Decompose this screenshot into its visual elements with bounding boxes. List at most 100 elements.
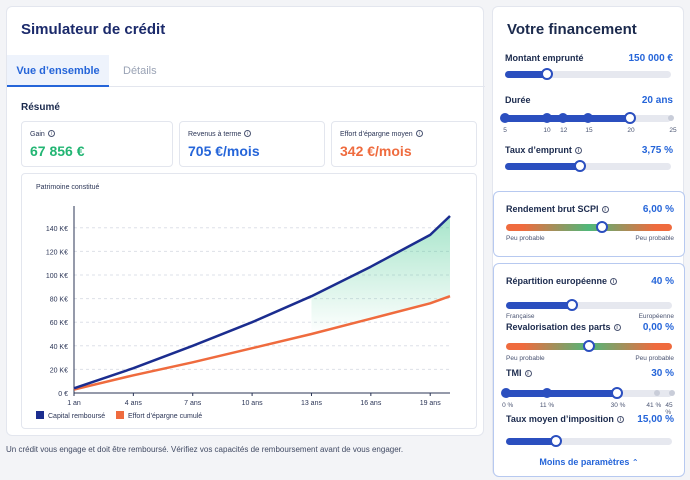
rendement-value[interactable]: 6,00 % bbox=[642, 204, 674, 215]
financement-title: Votre financement bbox=[507, 21, 637, 38]
montant-slider[interactable] bbox=[505, 68, 671, 80]
tmi-row: TMI i 30 % 0 % 11 % 30 % 41 % 45 % bbox=[501, 368, 675, 416]
taux-slider[interactable] bbox=[505, 160, 671, 172]
repartition-value[interactable]: 40 % bbox=[651, 276, 674, 287]
slider-handle[interactable] bbox=[573, 160, 586, 172]
duree-tick: 12 bbox=[560, 127, 568, 134]
montant-value[interactable]: 150 000 € bbox=[628, 53, 674, 64]
taux-row: Taux d’emprunt i 3,75 % bbox=[505, 145, 673, 175]
tmi-tick: 41 % bbox=[646, 402, 662, 409]
slider-handle[interactable] bbox=[596, 221, 609, 233]
revalorisation-label: Revalorisation des parts i bbox=[506, 322, 621, 332]
revalorisation-value[interactable]: 0,00 % bbox=[642, 322, 674, 333]
slider-handle[interactable] bbox=[566, 299, 579, 311]
revalorisation-slider[interactable] bbox=[506, 340, 672, 352]
info-icon[interactable]: i bbox=[616, 416, 624, 423]
duree-tick: 5 bbox=[503, 127, 507, 134]
kpi-value: 705 €/mois bbox=[188, 143, 260, 159]
revalorisation-row: Revalorisation des parts i 0,00 % Peu pro… bbox=[506, 322, 674, 366]
repartition-label: Répartition européenne i bbox=[506, 276, 618, 286]
rendement-box: Rendement brut SCPI i 6,00 % Peu probable… bbox=[493, 191, 685, 257]
montant-label: Montant emprunté bbox=[505, 53, 584, 63]
duree-value[interactable]: 20 ans bbox=[641, 95, 673, 106]
taux-moyen-value[interactable]: 15,00 % bbox=[637, 414, 674, 425]
x-tick-label: 1 an bbox=[67, 400, 81, 407]
page-title: Simulateur de crédit bbox=[21, 21, 166, 38]
info-icon[interactable]: i bbox=[415, 130, 423, 137]
slider-step[interactable] bbox=[668, 115, 674, 121]
slider-handle[interactable] bbox=[623, 112, 636, 124]
x-tick-label: 13 ans bbox=[301, 400, 323, 407]
x-tick-label: 4 ans bbox=[125, 400, 143, 407]
rendement-slider[interactable] bbox=[506, 221, 672, 233]
duree-slider[interactable] bbox=[500, 112, 674, 124]
rendement-max-label: Peu probable bbox=[635, 235, 674, 242]
x-tick-label: 16 ans bbox=[360, 400, 382, 407]
y-tick-label: 80 K€ bbox=[50, 297, 68, 304]
repartition-slider[interactable] bbox=[506, 299, 672, 311]
slider-step[interactable] bbox=[541, 388, 552, 398]
slider-handle[interactable] bbox=[610, 387, 623, 399]
slider-step[interactable] bbox=[583, 113, 593, 123]
tmi-slider[interactable] bbox=[501, 387, 675, 399]
slider-handle[interactable] bbox=[540, 68, 553, 80]
slider-handle[interactable] bbox=[583, 340, 595, 352]
kpi-gain: Gain i 67 856 € bbox=[21, 121, 173, 167]
info-icon[interactable]: i bbox=[610, 278, 618, 285]
duree-tick: 15 bbox=[585, 127, 593, 134]
chart-title: Patrimoine constitué bbox=[36, 184, 100, 191]
tmi-tick: 0 % bbox=[502, 402, 514, 409]
kpi-value: 67 856 € bbox=[30, 143, 85, 159]
disclaimer-text: Un crédit vous engage et doit être rembo… bbox=[6, 445, 404, 454]
duree-tick: 20 bbox=[627, 127, 635, 134]
duree-tick: 25 bbox=[669, 127, 677, 134]
slider-step[interactable] bbox=[500, 113, 510, 123]
tmi-tick: 45 % bbox=[665, 402, 673, 416]
y-tick-label: 140 K€ bbox=[46, 226, 68, 233]
duree-label: Durée bbox=[505, 95, 531, 105]
slider-handle[interactable] bbox=[549, 435, 562, 447]
tmi-value[interactable]: 30 % bbox=[651, 368, 674, 379]
repartition-max-label: Européenne bbox=[638, 313, 674, 320]
rendement-min-label: Peu probable bbox=[506, 235, 545, 242]
simulator-card: Simulateur de crédit Vue d’ensemble Déta… bbox=[6, 6, 485, 436]
montant-row: Montant emprunté 150 000 € bbox=[505, 53, 673, 83]
legend-swatch bbox=[116, 411, 124, 419]
financement-card: Votre financement Montant emprunté 150 0… bbox=[492, 6, 685, 477]
kpi-label: Effort d’épargne moyen i bbox=[340, 130, 423, 138]
taux-moyen-row: Taux moyen d’imposition i 15,00 % bbox=[506, 414, 674, 447]
x-tick-label: 19 ans bbox=[420, 400, 442, 407]
taux-moyen-label: Taux moyen d’imposition i bbox=[506, 414, 624, 424]
slider-step[interactable] bbox=[501, 388, 511, 398]
info-icon[interactable]: i bbox=[244, 130, 252, 137]
revalorisation-min-label: Peu probable bbox=[506, 355, 545, 362]
slider-step[interactable] bbox=[558, 113, 569, 123]
info-icon[interactable]: i bbox=[47, 130, 55, 137]
tab-overview[interactable]: Vue d’ensemble bbox=[7, 55, 109, 87]
y-tick-label: 100 K€ bbox=[46, 273, 68, 280]
y-tick-label: 40 K€ bbox=[50, 344, 68, 351]
slider-step[interactable] bbox=[654, 390, 661, 396]
x-tick-label: 7 ans bbox=[184, 400, 202, 407]
slider-step[interactable] bbox=[669, 390, 675, 396]
info-icon[interactable]: i bbox=[524, 370, 532, 377]
slider-step[interactable] bbox=[541, 113, 552, 123]
revalorisation-max-label: Peu probable bbox=[635, 355, 674, 362]
duree-tick: 10 bbox=[543, 127, 551, 134]
taux-moyen-slider[interactable] bbox=[506, 435, 672, 447]
taux-value[interactable]: 3,75 % bbox=[641, 145, 673, 156]
slider-fill bbox=[505, 163, 580, 170]
toggle-params-button[interactable]: Moins de paramètres ⌃ bbox=[539, 457, 639, 467]
info-icon[interactable]: i bbox=[574, 147, 582, 154]
info-icon[interactable]: i bbox=[613, 324, 621, 331]
patrimoine-chart: 0 € 20 K€ 40 K€ 60 K€ 80 K€ 100 K€ 120 K€ 140 K… bbox=[46, 206, 451, 407]
kpi-label: Gain i bbox=[30, 130, 55, 138]
tab-details[interactable]: Détails bbox=[123, 65, 157, 77]
taux-label: Taux d’emprunt i bbox=[505, 145, 582, 155]
info-icon[interactable]: i bbox=[601, 206, 609, 213]
duree-row: Durée 20 ans 5 10 12 15 20 25 bbox=[500, 95, 677, 135]
legend-capital: Capital remboursé bbox=[36, 411, 105, 420]
rendement-row: Rendement brut SCPI i 6,00 % Peu probable… bbox=[506, 204, 674, 254]
kpi-label: Revenus à terme i bbox=[188, 130, 252, 138]
repartition-row: Répartition européenne i 40 % Française E… bbox=[506, 276, 674, 320]
